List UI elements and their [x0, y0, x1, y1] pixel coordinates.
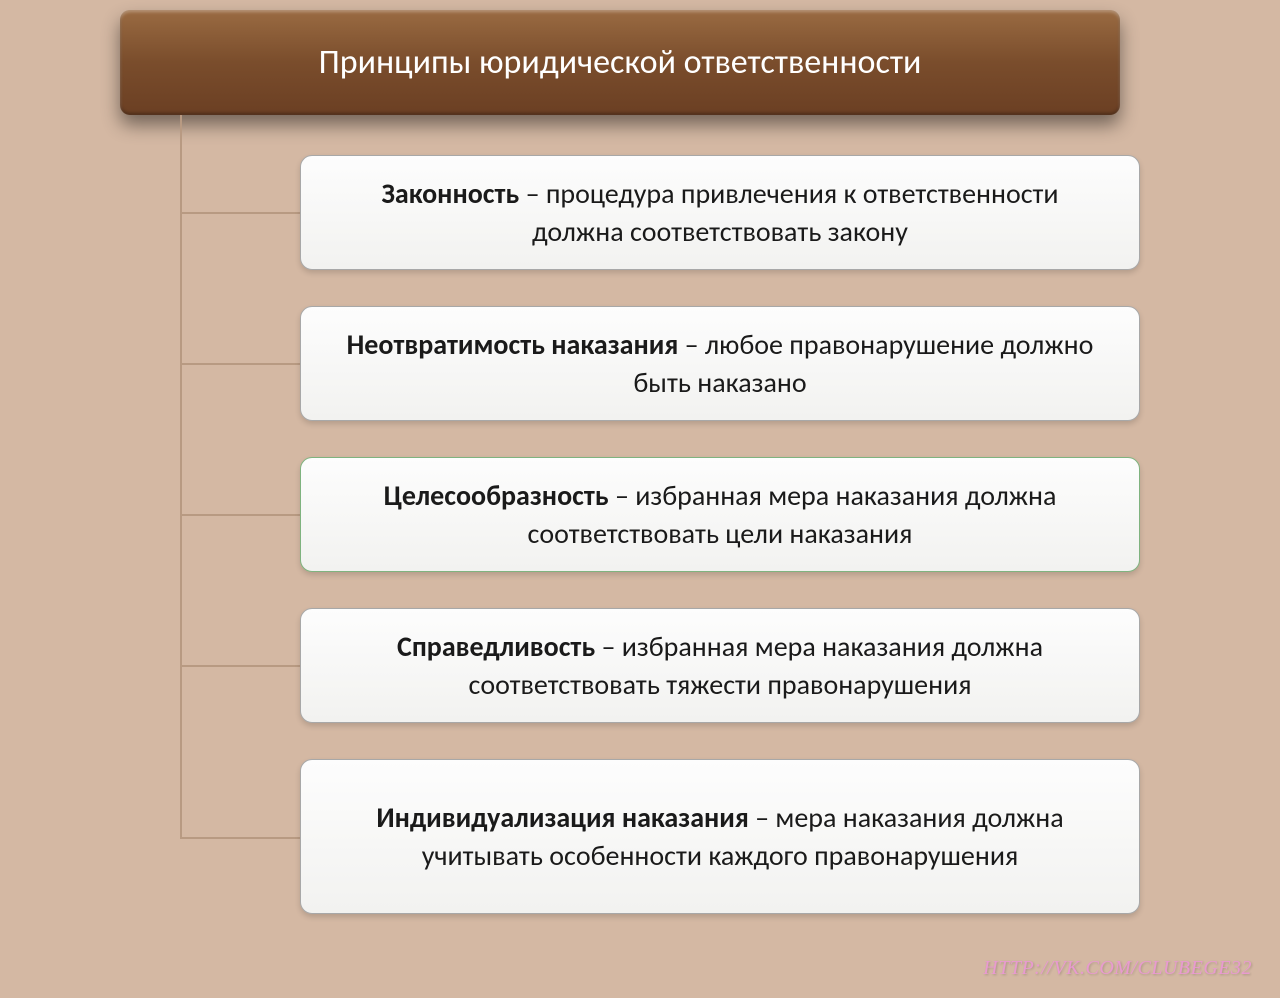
- principle-text-1: Законность – процедура привлечения к отв…: [336, 175, 1104, 251]
- principle-bold-5: Индивидуализация наказания: [376, 800, 748, 835]
- principle-text-3: Целесообразность – избранная мера наказа…: [336, 477, 1104, 553]
- principle-bold-2: Неотвратимость наказания: [347, 327, 679, 362]
- principle-text-5: Индивидуализация наказания – мера наказа…: [336, 799, 1104, 875]
- connector-branch-2: [180, 363, 300, 365]
- principle-bold-3: Целесообразность: [384, 478, 609, 513]
- principle-box-2: Неотвратимость наказания – любое правона…: [300, 306, 1140, 421]
- connector-branch-5: [180, 837, 300, 839]
- connector-branch-4: [180, 665, 300, 667]
- watermark-text: HTTP://VK.COM/CLUBEGE32: [983, 957, 1252, 980]
- principle-box-4: Справедливость – избранная мера наказани…: [300, 608, 1140, 723]
- principle-text-4: Справедливость – избранная мера наказани…: [336, 628, 1104, 704]
- principle-rest-2: – любое правонарушение должно быть наказ…: [633, 327, 1093, 400]
- principle-bold-1: Законность: [381, 176, 519, 211]
- principle-box-3: Целесообразность – избранная мера наказа…: [300, 457, 1140, 572]
- connector-trunk: [180, 115, 182, 837]
- principle-box-1: Законность – процедура привлечения к отв…: [300, 155, 1140, 270]
- diagram-header: Принципы юридической ответственности: [120, 10, 1120, 115]
- connector-branch-1: [180, 212, 300, 214]
- diagram-header-text: Принципы юридической ответственности: [319, 42, 922, 83]
- principle-text-2: Неотвратимость наказания – любое правона…: [336, 326, 1104, 402]
- principle-rest-1: – процедура привлечения к ответственност…: [519, 176, 1058, 249]
- connector-branch-3: [180, 514, 300, 516]
- principle-bold-4: Справедливость: [397, 629, 595, 664]
- principle-box-5: Индивидуализация наказания – мера наказа…: [300, 759, 1140, 914]
